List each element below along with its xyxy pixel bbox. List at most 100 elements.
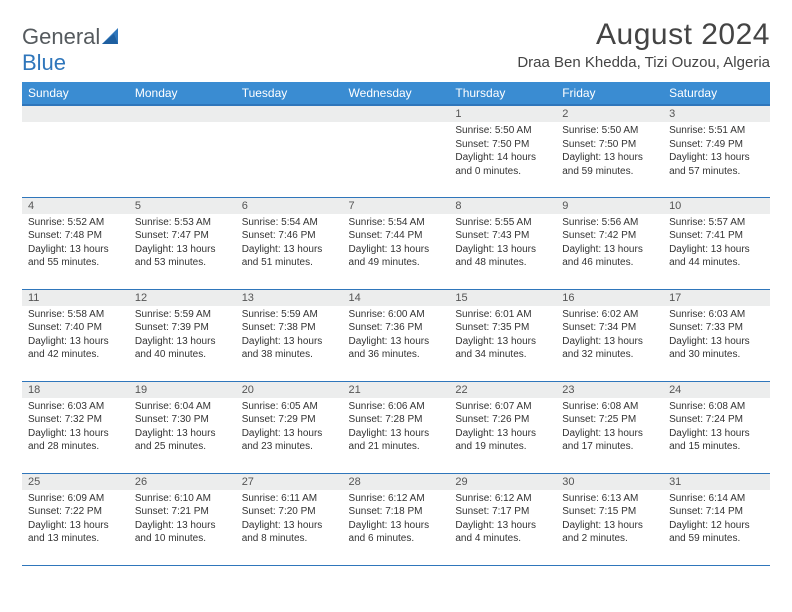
calendar-day-cell: 15Sunrise: 6:01 AMSunset: 7:35 PMDayligh…: [449, 289, 556, 381]
day-number: 21: [343, 382, 450, 398]
day-details: Sunrise: 5:50 AMSunset: 7:50 PMDaylight:…: [449, 122, 556, 180]
calendar-day-cell: 30Sunrise: 6:13 AMSunset: 7:15 PMDayligh…: [556, 473, 663, 565]
day-details: Sunrise: 5:53 AMSunset: 7:47 PMDaylight:…: [129, 214, 236, 272]
calendar-day-cell: 31Sunrise: 6:14 AMSunset: 7:14 PMDayligh…: [663, 473, 770, 565]
weekday-header: Thursday: [449, 82, 556, 105]
calendar-day-cell: 28Sunrise: 6:12 AMSunset: 7:18 PMDayligh…: [343, 473, 450, 565]
day-number: 25: [22, 474, 129, 490]
day-number: 10: [663, 198, 770, 214]
day-details: Sunrise: 6:07 AMSunset: 7:26 PMDaylight:…: [449, 398, 556, 456]
day-number: 7: [343, 198, 450, 214]
day-details: Sunrise: 6:03 AMSunset: 7:33 PMDaylight:…: [663, 306, 770, 364]
day-details: Sunrise: 6:10 AMSunset: 7:21 PMDaylight:…: [129, 490, 236, 548]
day-number: 28: [343, 474, 450, 490]
calendar-day-cell: 13Sunrise: 5:59 AMSunset: 7:38 PMDayligh…: [236, 289, 343, 381]
day-details: Sunrise: 6:11 AMSunset: 7:20 PMDaylight:…: [236, 490, 343, 548]
day-details: Sunrise: 5:57 AMSunset: 7:41 PMDaylight:…: [663, 214, 770, 272]
day-details: Sunrise: 6:02 AMSunset: 7:34 PMDaylight:…: [556, 306, 663, 364]
day-details: Sunrise: 5:59 AMSunset: 7:38 PMDaylight:…: [236, 306, 343, 364]
calendar-day-cell: [129, 105, 236, 197]
calendar-day-cell: 25Sunrise: 6:09 AMSunset: 7:22 PMDayligh…: [22, 473, 129, 565]
day-number: 30: [556, 474, 663, 490]
sail-icon: [102, 24, 120, 50]
day-number: 19: [129, 382, 236, 398]
day-number: 31: [663, 474, 770, 490]
calendar-day-cell: 1Sunrise: 5:50 AMSunset: 7:50 PMDaylight…: [449, 105, 556, 197]
day-number: 1: [449, 106, 556, 122]
calendar-day-cell: 27Sunrise: 6:11 AMSunset: 7:20 PMDayligh…: [236, 473, 343, 565]
calendar-day-cell: 6Sunrise: 5:54 AMSunset: 7:46 PMDaylight…: [236, 197, 343, 289]
calendar-day-cell: 4Sunrise: 5:52 AMSunset: 7:48 PMDaylight…: [22, 197, 129, 289]
logo-word1: General: [22, 24, 100, 49]
calendar-day-cell: 26Sunrise: 6:10 AMSunset: 7:21 PMDayligh…: [129, 473, 236, 565]
calendar-day-cell: 19Sunrise: 6:04 AMSunset: 7:30 PMDayligh…: [129, 381, 236, 473]
day-details: Sunrise: 6:09 AMSunset: 7:22 PMDaylight:…: [22, 490, 129, 548]
day-details: Sunrise: 5:59 AMSunset: 7:39 PMDaylight:…: [129, 306, 236, 364]
day-details: Sunrise: 5:51 AMSunset: 7:49 PMDaylight:…: [663, 122, 770, 180]
weekday-header: Sunday: [22, 82, 129, 105]
calendar-day-cell: 18Sunrise: 6:03 AMSunset: 7:32 PMDayligh…: [22, 381, 129, 473]
day-number: 4: [22, 198, 129, 214]
empty-day-number: [236, 106, 343, 122]
calendar-day-cell: 8Sunrise: 5:55 AMSunset: 7:43 PMDaylight…: [449, 197, 556, 289]
day-number: 8: [449, 198, 556, 214]
calendar-day-cell: 12Sunrise: 5:59 AMSunset: 7:39 PMDayligh…: [129, 289, 236, 381]
day-number: 14: [343, 290, 450, 306]
empty-day-number: [129, 106, 236, 122]
header: General Blue August 2024 Draa Ben Khedda…: [22, 18, 770, 76]
day-details: Sunrise: 6:04 AMSunset: 7:30 PMDaylight:…: [129, 398, 236, 456]
day-number: 27: [236, 474, 343, 490]
day-details: Sunrise: 6:06 AMSunset: 7:28 PMDaylight:…: [343, 398, 450, 456]
logo: General Blue: [22, 18, 120, 76]
day-number: 17: [663, 290, 770, 306]
day-number: 6: [236, 198, 343, 214]
weekday-header: Friday: [556, 82, 663, 105]
weekday-header: Tuesday: [236, 82, 343, 105]
calendar-week-row: 25Sunrise: 6:09 AMSunset: 7:22 PMDayligh…: [22, 473, 770, 565]
title-block: August 2024 Draa Ben Khedda, Tizi Ouzou,…: [517, 18, 770, 71]
calendar-week-row: 4Sunrise: 5:52 AMSunset: 7:48 PMDaylight…: [22, 197, 770, 289]
weekday-header: Wednesday: [343, 82, 450, 105]
day-details: Sunrise: 6:00 AMSunset: 7:36 PMDaylight:…: [343, 306, 450, 364]
day-number: 26: [129, 474, 236, 490]
day-details: Sunrise: 5:58 AMSunset: 7:40 PMDaylight:…: [22, 306, 129, 364]
calendar-day-cell: 7Sunrise: 5:54 AMSunset: 7:44 PMDaylight…: [343, 197, 450, 289]
day-number: 12: [129, 290, 236, 306]
day-number: 20: [236, 382, 343, 398]
day-details: Sunrise: 6:13 AMSunset: 7:15 PMDaylight:…: [556, 490, 663, 548]
day-details: Sunrise: 5:55 AMSunset: 7:43 PMDaylight:…: [449, 214, 556, 272]
day-number: 24: [663, 382, 770, 398]
day-number: 15: [449, 290, 556, 306]
calendar-day-cell: [236, 105, 343, 197]
calendar-day-cell: 24Sunrise: 6:08 AMSunset: 7:24 PMDayligh…: [663, 381, 770, 473]
day-details: Sunrise: 6:01 AMSunset: 7:35 PMDaylight:…: [449, 306, 556, 364]
weekday-header-row: Sunday Monday Tuesday Wednesday Thursday…: [22, 82, 770, 105]
empty-day-number: [343, 106, 450, 122]
calendar-day-cell: [22, 105, 129, 197]
calendar-day-cell: 23Sunrise: 6:08 AMSunset: 7:25 PMDayligh…: [556, 381, 663, 473]
day-details: Sunrise: 5:56 AMSunset: 7:42 PMDaylight:…: [556, 214, 663, 272]
calendar-day-cell: 29Sunrise: 6:12 AMSunset: 7:17 PMDayligh…: [449, 473, 556, 565]
day-number: 5: [129, 198, 236, 214]
calendar-day-cell: 17Sunrise: 6:03 AMSunset: 7:33 PMDayligh…: [663, 289, 770, 381]
day-number: 2: [556, 106, 663, 122]
calendar-day-cell: [343, 105, 450, 197]
calendar-week-row: 11Sunrise: 5:58 AMSunset: 7:40 PMDayligh…: [22, 289, 770, 381]
day-number: 11: [22, 290, 129, 306]
day-number: 22: [449, 382, 556, 398]
calendar-day-cell: 16Sunrise: 6:02 AMSunset: 7:34 PMDayligh…: [556, 289, 663, 381]
day-details: Sunrise: 6:08 AMSunset: 7:24 PMDaylight:…: [663, 398, 770, 456]
day-number: 16: [556, 290, 663, 306]
logo-word2: Blue: [22, 50, 66, 75]
day-number: 9: [556, 198, 663, 214]
day-details: Sunrise: 5:54 AMSunset: 7:46 PMDaylight:…: [236, 214, 343, 272]
day-details: Sunrise: 6:14 AMSunset: 7:14 PMDaylight:…: [663, 490, 770, 548]
calendar-day-cell: 3Sunrise: 5:51 AMSunset: 7:49 PMDaylight…: [663, 105, 770, 197]
day-details: Sunrise: 6:08 AMSunset: 7:25 PMDaylight:…: [556, 398, 663, 456]
calendar-week-row: 1Sunrise: 5:50 AMSunset: 7:50 PMDaylight…: [22, 105, 770, 197]
empty-day-number: [22, 106, 129, 122]
day-details: Sunrise: 5:54 AMSunset: 7:44 PMDaylight:…: [343, 214, 450, 272]
day-details: Sunrise: 6:12 AMSunset: 7:18 PMDaylight:…: [343, 490, 450, 548]
calendar-week-row: 18Sunrise: 6:03 AMSunset: 7:32 PMDayligh…: [22, 381, 770, 473]
day-details: Sunrise: 6:03 AMSunset: 7:32 PMDaylight:…: [22, 398, 129, 456]
